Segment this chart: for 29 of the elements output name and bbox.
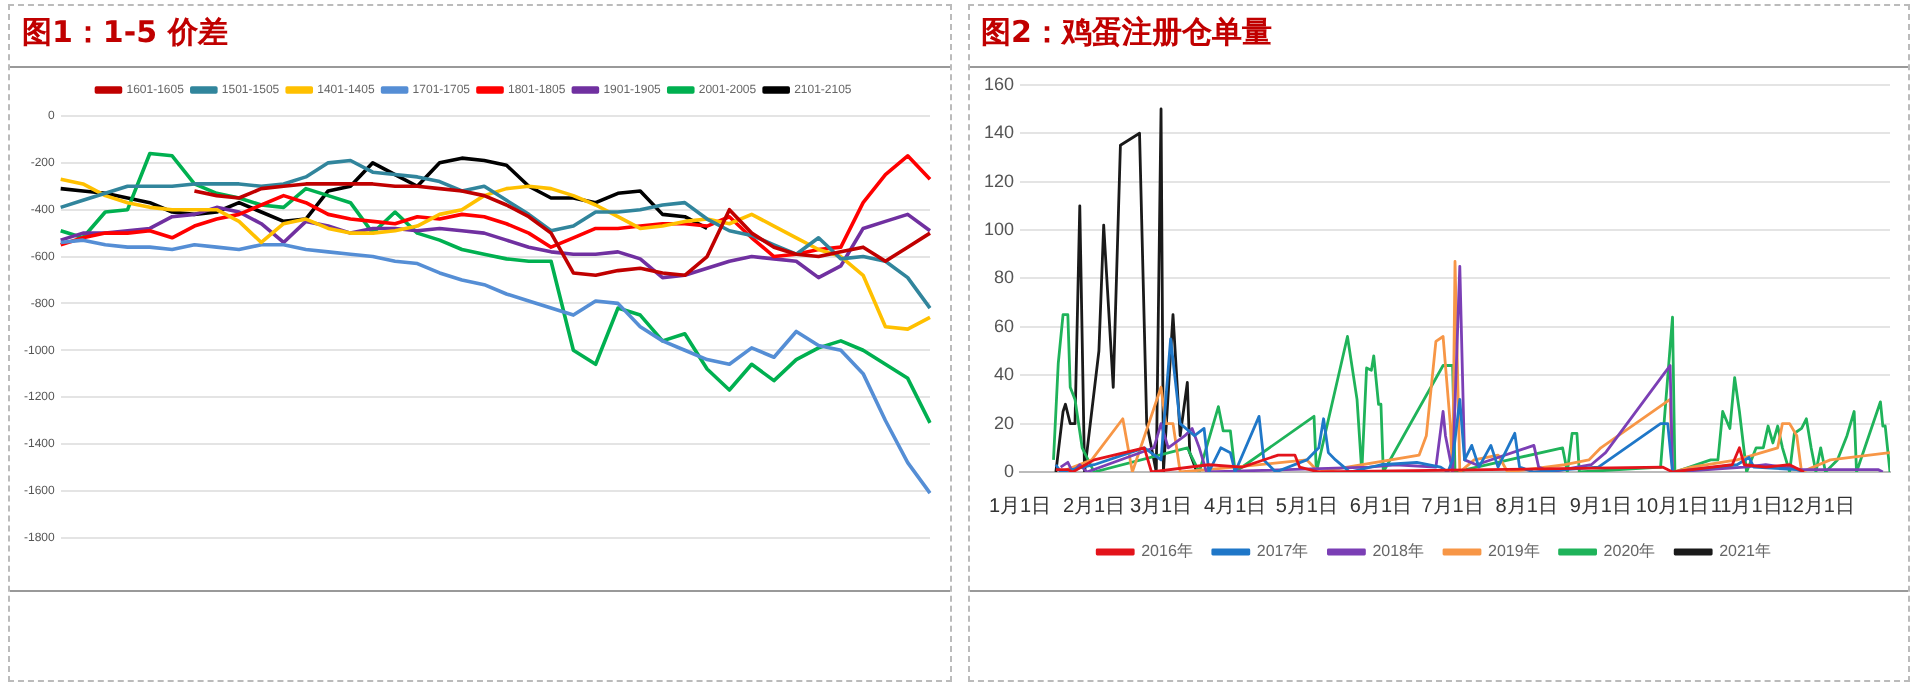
legend-label: 2021年 <box>1718 542 1770 561</box>
chart-title: 图1：1-5 价差 <box>10 6 949 68</box>
x-tick-label: 7月1日 <box>1420 495 1483 518</box>
y-tick-label: 160 <box>982 73 1014 94</box>
x-tick-label: 9月1日 <box>1568 495 1631 518</box>
x-tick-label: 11月1日 <box>1709 495 1782 518</box>
y-tick-label: 40 <box>993 364 1014 385</box>
y-tick-label: 20 <box>993 412 1014 433</box>
x-tick-label: 6月1日 <box>1348 495 1412 518</box>
x-tick-label: 3月1日 <box>1128 495 1192 518</box>
x-tick-label: 1月1日 <box>987 495 1051 518</box>
x-tick-label: 2月1日 <box>1062 495 1125 518</box>
y-tick-label: 0 <box>1003 460 1014 481</box>
x-tick-label: 8月1日 <box>1494 495 1557 518</box>
y-tick-label: 100 <box>982 218 1014 239</box>
y-tick-label: 120 <box>982 170 1014 191</box>
legend-label: 2020年 <box>1602 542 1655 561</box>
x-tick-label: 4月1日 <box>1203 495 1266 518</box>
y-tick-label: 80 <box>993 267 1014 288</box>
legend-label: 2018年 <box>1371 542 1423 561</box>
y-tick-label: 60 <box>993 315 1014 336</box>
x-tick-label: 10月1日 <box>1634 495 1709 518</box>
chart-title: 图2：鸡蛋注册仓单量 <box>969 6 1908 68</box>
y-tick-label: 140 <box>982 122 1014 143</box>
x-tick-label: 12月1日 <box>1780 495 1854 518</box>
legend-label: 2017年 <box>1255 542 1308 561</box>
legend-label: 2019年 <box>1487 542 1539 561</box>
legend-label: 2016年 <box>1140 542 1192 561</box>
x-tick-label: 5月1日 <box>1274 495 1337 518</box>
